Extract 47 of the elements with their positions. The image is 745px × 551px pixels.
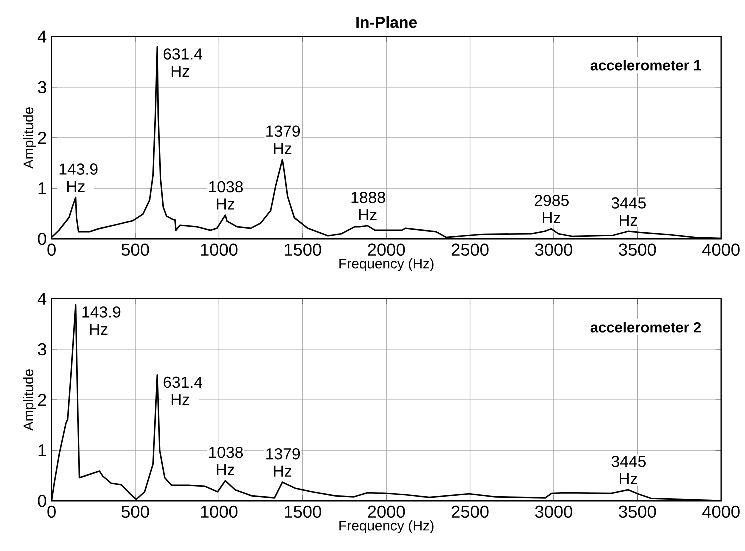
x-tick-label: 1000 bbox=[201, 506, 238, 518]
x-axis-title: Frequency (Hz) bbox=[340, 258, 434, 272]
y-tick-label: 0 bbox=[38, 233, 46, 246]
annotation: 143.9 Hz bbox=[82, 306, 121, 335]
legend-label: accelerometer 2 bbox=[590, 322, 702, 333]
x-tick-label: 500 bbox=[122, 244, 150, 256]
y-tick-label: 3 bbox=[38, 343, 46, 356]
x-tick-label: 1500 bbox=[285, 506, 322, 518]
x-tick-label: 3500 bbox=[619, 506, 656, 518]
annotation: 1379 Hz bbox=[266, 126, 300, 154]
chart-title: In-Plane bbox=[356, 16, 418, 28]
x-tick-label: 4000 bbox=[702, 244, 740, 256]
x-tick-label: 4000 bbox=[702, 506, 740, 518]
x-tick-label: 1000 bbox=[201, 244, 238, 256]
x-tick-label: 2000 bbox=[368, 506, 406, 518]
legend-label: accelerometer 1 bbox=[590, 60, 702, 71]
y-tick-label: 0 bbox=[38, 495, 46, 508]
annotation: 3445 Hz bbox=[612, 198, 646, 226]
x-tick-label: 3500 bbox=[619, 244, 656, 256]
y-axis-title: Amplitude bbox=[23, 370, 36, 432]
x-tick-label: 0 bbox=[48, 506, 56, 518]
x-tick-label: 500 bbox=[122, 506, 150, 518]
x-tick-label: 3000 bbox=[535, 506, 573, 518]
x-tick-label: 2500 bbox=[452, 506, 489, 518]
y-tick-label: 2 bbox=[38, 132, 46, 144]
x-tick-label: 2000 bbox=[368, 244, 406, 256]
y-tick-label: 1 bbox=[38, 444, 46, 457]
y-tick-label: 3 bbox=[38, 81, 46, 94]
y-axis-title: Amplitude bbox=[23, 108, 36, 169]
annotation: 3445 Hz bbox=[612, 456, 646, 484]
x-axis-title: Frequency (Hz) bbox=[340, 520, 434, 534]
y-tick-label: 4 bbox=[38, 292, 47, 305]
y-tick-label: 4 bbox=[38, 30, 47, 43]
annotation: 631.4 Hz bbox=[164, 376, 203, 406]
annotation: 1038 Hz bbox=[210, 446, 244, 476]
y-tick-label: 2 bbox=[38, 394, 46, 406]
annotation: 143.9 Hz bbox=[60, 164, 98, 192]
x-tick-label: 1500 bbox=[285, 244, 322, 256]
x-tick-label: 2500 bbox=[452, 244, 489, 256]
x-tick-label: 0 bbox=[48, 244, 56, 256]
annotation: 1038 Hz bbox=[210, 181, 244, 210]
annotation: 631.4 Hz bbox=[164, 48, 203, 77]
annotation: 2985 Hz bbox=[534, 195, 569, 224]
x-tick-label: 3000 bbox=[535, 244, 573, 256]
annotation: 1888 Hz bbox=[352, 192, 386, 220]
annotation: 1379 Hz bbox=[266, 448, 300, 477]
y-tick-label: 1 bbox=[38, 182, 46, 195]
